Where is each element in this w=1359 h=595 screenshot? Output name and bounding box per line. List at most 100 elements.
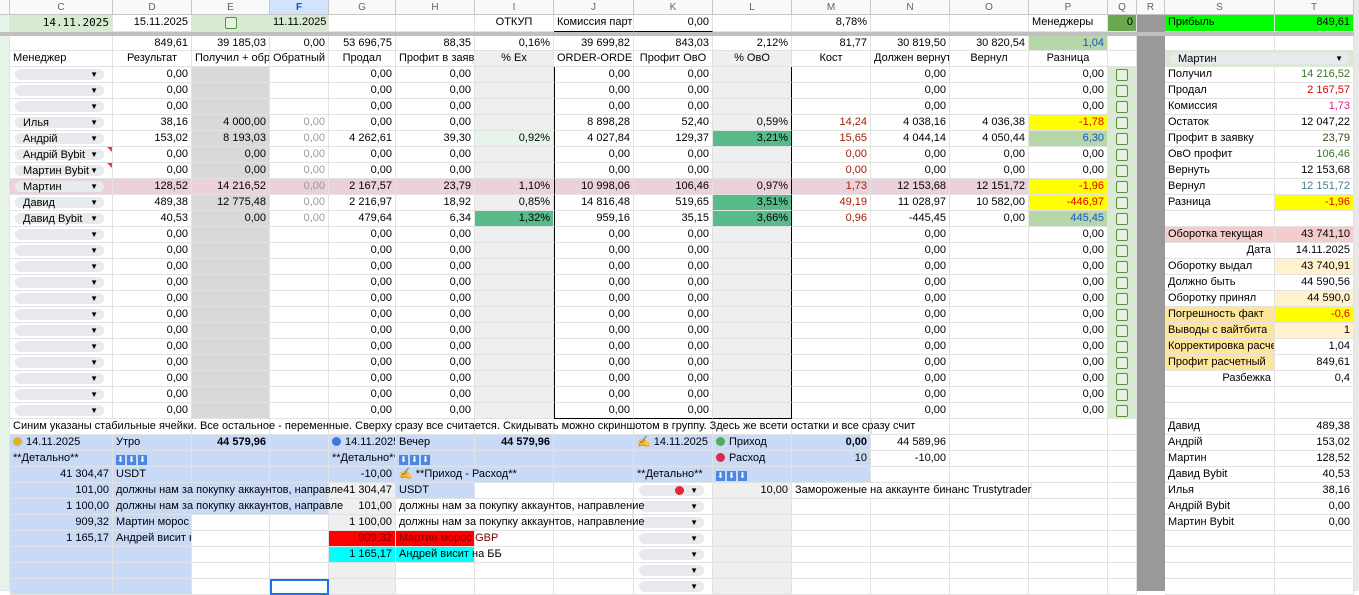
- total-h[interactable]: 88,35: [396, 36, 475, 51]
- cell[interactable]: [1108, 515, 1137, 531]
- value-i[interactable]: [475, 259, 554, 275]
- result-value[interactable]: 128,52: [1275, 451, 1354, 467]
- value-g[interactable]: 0,00: [329, 99, 396, 115]
- value-l[interactable]: [713, 227, 792, 243]
- evening-description[interactable]: должны нам за покупку аккаунтов, направл…: [396, 515, 645, 531]
- profit-label[interactable]: Прибыль: [1165, 15, 1275, 32]
- cell[interactable]: [270, 547, 329, 563]
- value-f[interactable]: [270, 67, 329, 83]
- value-o[interactable]: [950, 67, 1029, 83]
- checkbox-cell[interactable]: [1108, 275, 1137, 291]
- value-n[interactable]: -445,45: [871, 211, 950, 227]
- row-checkbox[interactable]: [1116, 373, 1128, 385]
- panel-value[interactable]: -1,96: [1275, 195, 1354, 211]
- checkbox-cell[interactable]: [1108, 259, 1137, 275]
- value-i[interactable]: [475, 403, 554, 419]
- value-d[interactable]: 153,02: [113, 131, 192, 147]
- value-m[interactable]: [792, 403, 871, 419]
- commission-value[interactable]: 0,00: [634, 15, 713, 32]
- date-cell[interactable]: 14.11.2025: [10, 15, 113, 32]
- profit-value[interactable]: 849,61: [1275, 15, 1354, 32]
- turnover-label[interactable]: Дата: [1165, 243, 1275, 259]
- cell[interactable]: [1108, 467, 1137, 483]
- manager-dropdown[interactable]: ▼: [15, 309, 104, 320]
- cell[interactable]: [950, 499, 1029, 515]
- value-h[interactable]: 0,00: [396, 403, 475, 419]
- value-h[interactable]: 0,00: [396, 227, 475, 243]
- value-n[interactable]: 4 044,14: [871, 131, 950, 147]
- cell[interactable]: [1029, 563, 1108, 579]
- value-n[interactable]: 0,00: [871, 67, 950, 83]
- cell[interactable]: [1275, 563, 1354, 579]
- morning-label[interactable]: Утро: [113, 435, 192, 451]
- manager-dropdown[interactable]: Андрій ▼: [15, 133, 104, 145]
- value-g[interactable]: 4 262,61: [329, 131, 396, 147]
- cell[interactable]: [270, 467, 329, 483]
- value-e[interactable]: [192, 339, 270, 355]
- cell[interactable]: [871, 419, 950, 435]
- value-l[interactable]: [713, 67, 792, 83]
- value-g[interactable]: 0,00: [329, 403, 396, 419]
- cell[interactable]: [1108, 499, 1137, 515]
- cell[interactable]: [713, 515, 792, 531]
- checkbox-cell[interactable]: [1108, 99, 1137, 115]
- value-m[interactable]: 49,19: [792, 195, 871, 211]
- cell[interactable]: [871, 579, 950, 595]
- value-o[interactable]: 0,00: [950, 163, 1029, 179]
- morning-description[interactable]: должны нам за покупку аккаунтов, направл…: [113, 483, 343, 499]
- value-m[interactable]: [792, 371, 871, 387]
- value-e[interactable]: [192, 99, 270, 115]
- cell[interactable]: [1108, 547, 1137, 563]
- value-g[interactable]: 0,00: [329, 115, 396, 131]
- value-l[interactable]: [713, 291, 792, 307]
- cell[interactable]: [1029, 483, 1108, 499]
- cell[interactable]: [192, 515, 270, 531]
- total-f[interactable]: 0,00: [270, 36, 329, 51]
- value-g[interactable]: 0,00: [329, 83, 396, 99]
- value-p[interactable]: 0,00: [1029, 227, 1108, 243]
- panel-value[interactable]: 12 153,68: [1275, 163, 1354, 179]
- value-i[interactable]: [475, 307, 554, 323]
- value-k[interactable]: 0,00: [634, 99, 713, 115]
- cell[interactable]: [950, 547, 1029, 563]
- value-j[interactable]: 0,00: [554, 339, 634, 355]
- row-checkbox[interactable]: [1116, 341, 1128, 353]
- value-f[interactable]: [270, 275, 329, 291]
- cell[interactable]: [1029, 547, 1108, 563]
- value-k[interactable]: 0,00: [634, 307, 713, 323]
- value-n[interactable]: 0,00: [871, 259, 950, 275]
- value-f[interactable]: [270, 291, 329, 307]
- value-i[interactable]: [475, 323, 554, 339]
- value-e[interactable]: [192, 323, 270, 339]
- total-g[interactable]: 53 696,75: [329, 36, 396, 51]
- total-e[interactable]: 39 185,03: [192, 36, 270, 51]
- cell[interactable]: [270, 531, 329, 547]
- checkbox-cell[interactable]: [1108, 115, 1137, 131]
- cell[interactable]: [871, 563, 950, 579]
- value-l[interactable]: [713, 243, 792, 259]
- value-l[interactable]: [713, 147, 792, 163]
- column-header-r[interactable]: R: [1137, 0, 1165, 15]
- row-checkbox[interactable]: [1116, 325, 1128, 337]
- value-i[interactable]: [475, 243, 554, 259]
- cell[interactable]: [554, 531, 634, 547]
- cell[interactable]: [1108, 483, 1137, 499]
- cell[interactable]: [1275, 531, 1354, 547]
- value-e[interactable]: 4 000,00: [192, 115, 270, 131]
- cell[interactable]: [950, 563, 1029, 579]
- cell[interactable]: [475, 451, 554, 467]
- cell[interactable]: [270, 515, 329, 531]
- checkbox-cell[interactable]: [1108, 243, 1137, 259]
- cell[interactable]: [113, 579, 192, 595]
- value-o[interactable]: [950, 99, 1029, 115]
- column-title-l[interactable]: % ОвО: [713, 51, 792, 67]
- checkbox-cell[interactable]: [1108, 67, 1137, 83]
- value-m[interactable]: [792, 307, 871, 323]
- value-k[interactable]: 0,00: [634, 147, 713, 163]
- total-d[interactable]: 849,61: [113, 36, 192, 51]
- value-l[interactable]: [713, 323, 792, 339]
- value-o[interactable]: [950, 227, 1029, 243]
- value-d[interactable]: 128,52: [113, 179, 192, 195]
- value-h[interactable]: 23,79: [396, 179, 475, 195]
- manager-dropdown[interactable]: Давид ▼: [15, 197, 104, 209]
